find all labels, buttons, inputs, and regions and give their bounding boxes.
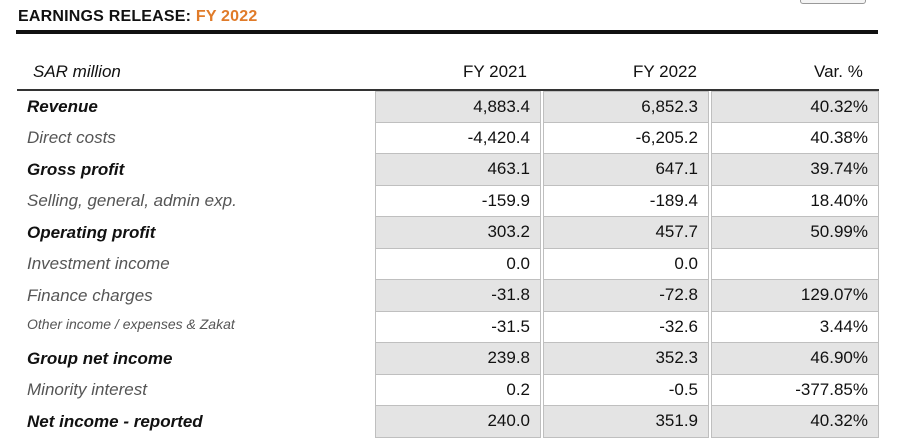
cell-var: -377.85% bbox=[711, 374, 879, 406]
cell-fy2022: -6,205.2 bbox=[543, 122, 709, 154]
cell-fy2022: 647.1 bbox=[543, 154, 709, 186]
cell-fy2022: 6,852.3 bbox=[543, 91, 709, 123]
row-label: Net income - reported bbox=[27, 411, 203, 431]
cell-var: 18.40% bbox=[711, 185, 879, 217]
row-label: Revenue bbox=[27, 96, 98, 116]
cell-fy2022: -32.6 bbox=[543, 311, 709, 343]
cell-fy2021: 463.1 bbox=[375, 154, 541, 186]
cell-var: 40.32% bbox=[711, 406, 879, 438]
cell-fy2021: 240.0 bbox=[375, 406, 541, 438]
cell-var: 46.90% bbox=[711, 343, 879, 375]
table-row: Selling, general, admin exp. -159.9 -189… bbox=[17, 185, 879, 217]
table-row: Operating profit 303.2 457.7 50.99% bbox=[17, 217, 879, 249]
row-label: Selling, general, admin exp. bbox=[27, 191, 237, 211]
cell-var: 129.07% bbox=[711, 280, 879, 312]
table-row: Net income - reported 240.0 351.9 40.32% bbox=[17, 406, 879, 438]
row-label: Finance charges bbox=[27, 285, 153, 305]
cell-fy2022: 351.9 bbox=[543, 406, 709, 438]
header-rule bbox=[16, 30, 878, 34]
title-prefix: EARNINGS RELEASE: bbox=[18, 8, 192, 25]
title-period: FY 2022 bbox=[195, 8, 258, 25]
earnings-table: Revenue 4,883.4 6,852.3 40.32% Direct co… bbox=[17, 89, 879, 438]
row-label: Gross profit bbox=[27, 159, 125, 179]
cell-fy2021: 0.0 bbox=[375, 248, 541, 280]
cell-var: 3.44% bbox=[711, 311, 879, 343]
col-header-var: Var. % bbox=[814, 62, 863, 81]
col-header-fy2021: FY 2021 bbox=[463, 62, 527, 81]
cell-fy2022: 352.3 bbox=[543, 343, 709, 375]
row-label: Investment income bbox=[27, 254, 170, 274]
table-row: Revenue 4,883.4 6,852.3 40.32% bbox=[17, 89, 879, 123]
cell-fy2021: 0.2 bbox=[375, 374, 541, 406]
cell-fy2021: -159.9 bbox=[375, 185, 541, 217]
table-row: Investment income 0.0 0.0 bbox=[17, 248, 879, 280]
cell-var: 39.74% bbox=[711, 154, 879, 186]
cell-fy2022: -189.4 bbox=[543, 185, 709, 217]
cell-var: 40.38% bbox=[711, 122, 879, 154]
cell-fy2021: 239.8 bbox=[375, 343, 541, 375]
col-header-fy2022: FY 2022 bbox=[633, 62, 697, 81]
cell-fy2022: 457.7 bbox=[543, 217, 709, 249]
corner-tab bbox=[800, 0, 866, 4]
table-row: Other income / expenses & Zakat -31.5 -3… bbox=[17, 311, 879, 343]
cell-fy2021: -4,420.4 bbox=[375, 122, 541, 154]
table-row: Finance charges -31.8 -72.8 129.07% bbox=[17, 280, 879, 312]
cell-fy2021: 4,883.4 bbox=[375, 91, 541, 123]
row-label: Group net income bbox=[27, 348, 173, 368]
cell-fy2021: 303.2 bbox=[375, 217, 541, 249]
cell-fy2021: -31.8 bbox=[375, 280, 541, 312]
cell-var: 50.99% bbox=[711, 217, 879, 249]
cell-fy2022: 0.0 bbox=[543, 248, 709, 280]
table-row: Gross profit 463.1 647.1 39.74% bbox=[17, 154, 879, 186]
row-label: Minority interest bbox=[27, 380, 147, 400]
cell-var: 40.32% bbox=[711, 91, 879, 123]
row-label: Operating profit bbox=[27, 222, 156, 242]
cell-var bbox=[711, 248, 879, 280]
col-header-label: SAR million bbox=[33, 62, 121, 81]
table-row: Direct costs -4,420.4 -6,205.2 40.38% bbox=[17, 122, 879, 154]
row-label: Other income / expenses & Zakat bbox=[27, 315, 235, 332]
cell-fy2021: -31.5 bbox=[375, 311, 541, 343]
page-title: EARNINGS RELEASE: FY 2022 bbox=[18, 8, 257, 26]
table-row: Minority interest 0.2 -0.5 -377.85% bbox=[17, 374, 879, 406]
cell-fy2022: -0.5 bbox=[543, 374, 709, 406]
table-row: Group net income 239.8 352.3 46.90% bbox=[17, 343, 879, 375]
row-label: Direct costs bbox=[27, 128, 116, 148]
cell-fy2022: -72.8 bbox=[543, 280, 709, 312]
